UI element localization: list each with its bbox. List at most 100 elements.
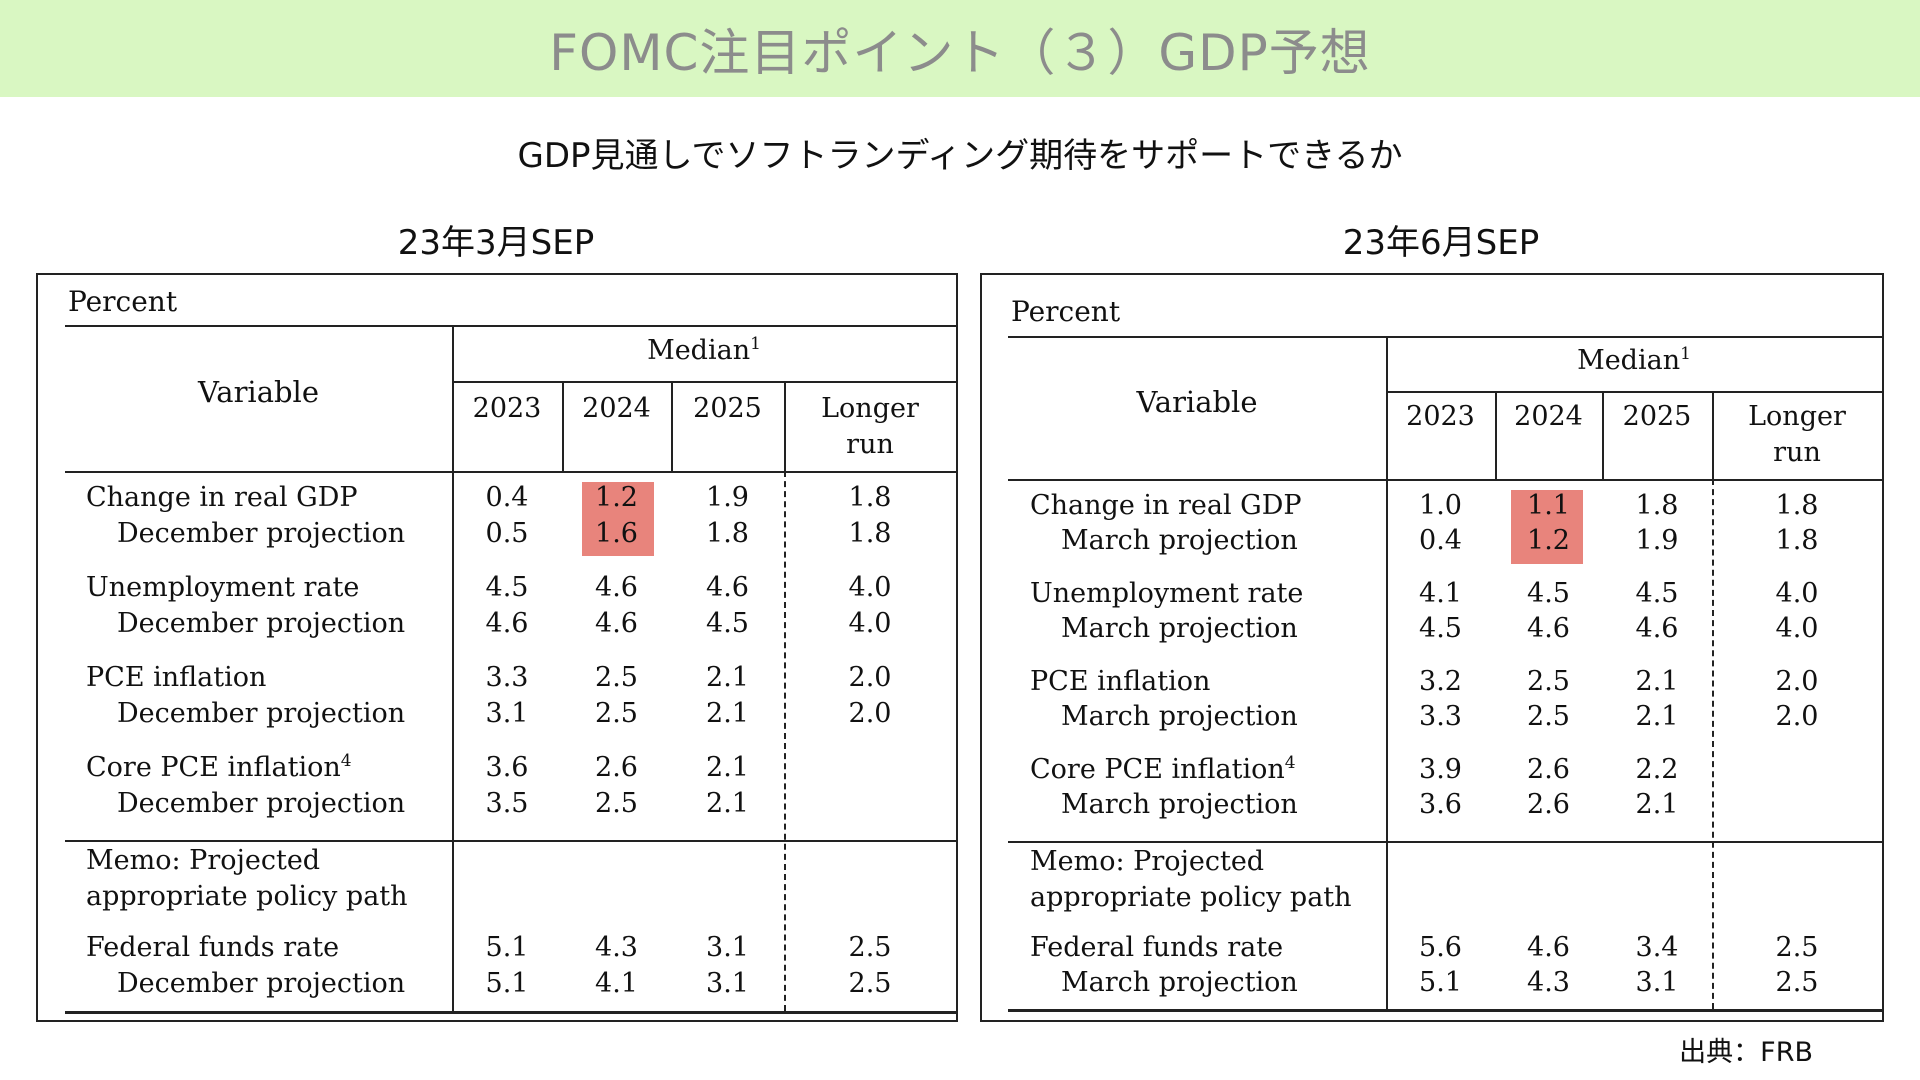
cell-value: 2.1	[706, 788, 749, 819]
year-divider-2	[671, 381, 673, 471]
memo-rule	[65, 840, 956, 842]
cell-value: 5.1	[485, 932, 529, 963]
variable-divider	[1386, 336, 1388, 1009]
cell-value: 3.1	[485, 698, 529, 729]
row-label: December projection	[117, 788, 405, 819]
row-label-text: Change in real GDP	[86, 482, 358, 513]
year-divider-1	[562, 381, 564, 471]
variable-divider	[452, 325, 454, 1011]
row-label-text: PCE inflation	[86, 662, 267, 693]
memo-rule	[1008, 841, 1882, 843]
cell-value: 1.6	[595, 518, 638, 549]
row-label-text: March projection	[1061, 613, 1298, 644]
bottom-rule	[1008, 1009, 1882, 1012]
page-subtitle: GDP見通しでソフトランディング期待をサポートできるか	[517, 136, 1403, 176]
cell-value: 0.4	[485, 482, 529, 513]
header-rule	[65, 471, 956, 473]
variable-header: Variable	[1136, 385, 1258, 419]
year-divider-3	[1712, 391, 1714, 479]
cell-value: 2.0	[1775, 666, 1819, 697]
cell-value: 2.5	[1527, 701, 1570, 732]
cell-value: 2.1	[1635, 789, 1679, 820]
page-title: FOMC注目ポイント（３）GDP予想	[549, 23, 1371, 82]
row-label-text: Change in real GDP	[1030, 490, 1302, 521]
median-footnote: 1	[750, 334, 761, 354]
row-label: Core PCE inflation4	[86, 752, 352, 783]
row-label: December projection	[117, 518, 405, 549]
cell-value: 5.6	[1419, 932, 1462, 963]
cell-value: 4.0	[1775, 578, 1819, 609]
cell-value: 4.6	[1635, 613, 1679, 644]
cell-value: 4.6	[706, 572, 749, 603]
cell-value: 2.6	[1527, 789, 1570, 820]
column-header-longer-run: run	[1773, 437, 1821, 468]
sep-table-march: Percent Variable Median1 2023 2024 2025 Longer…	[36, 273, 958, 1022]
median-footnote: 1	[1680, 344, 1691, 364]
median-header: Median1	[452, 335, 956, 366]
row-label: Change in real GDP	[86, 482, 358, 513]
memo-label-2: appropriate policy path	[86, 881, 408, 912]
cell-value: 2.5	[848, 932, 892, 963]
cell-value: 1.9	[1635, 525, 1679, 556]
row-label: Change in real GDP	[1030, 490, 1302, 521]
percent-label: Percent	[1011, 295, 1121, 328]
cell-value: 4.6	[485, 608, 529, 639]
cell-value: 2.1	[706, 752, 749, 783]
row-label: December projection	[117, 698, 405, 729]
row-label-text: December projection	[117, 698, 406, 729]
row-label-text: Core PCE inflation	[1030, 754, 1285, 785]
right-border-line	[956, 325, 958, 1011]
memo-label: Memo: Projected	[1030, 846, 1265, 877]
median-rule	[1386, 391, 1882, 393]
longer-run-dashed-divider	[1712, 479, 1714, 1009]
cell-value: 1.8	[1775, 490, 1819, 521]
cell-value: 1.1	[1527, 490, 1570, 521]
column-header-2: 2025	[693, 393, 762, 424]
cell-value: 2.5	[595, 698, 638, 729]
cell-value: 4.5	[1419, 613, 1462, 644]
row-label-text: Core PCE inflation	[86, 752, 341, 783]
cell-value: 4.0	[848, 572, 892, 603]
cell-value: 2.6	[595, 752, 638, 783]
cell-value: 4.5	[706, 608, 749, 639]
cell-value: 3.6	[1419, 789, 1462, 820]
cell-value: 1.2	[1527, 525, 1570, 556]
cell-value: 2.5	[1527, 666, 1570, 697]
ffr-row-label: Federal funds rate	[86, 932, 340, 963]
row-label-text: March projection	[1061, 525, 1298, 556]
cell-value: 2.5	[595, 662, 638, 693]
row-label-text: March projection	[1061, 701, 1298, 732]
highlight-2024-gdp	[1511, 490, 1583, 564]
cell-value: 3.3	[485, 662, 529, 693]
column-header-0: 2023	[472, 393, 542, 424]
cell-value: 2.5	[1775, 967, 1819, 998]
column-header-1: 2024	[1514, 401, 1583, 432]
cell-value: 2.5	[1775, 932, 1819, 963]
year-divider-3	[784, 381, 786, 471]
cell-value: 3.9	[1419, 754, 1462, 785]
median-rule	[452, 381, 956, 383]
median-text: Median	[647, 335, 751, 366]
column-header-0: 2023	[1406, 401, 1475, 432]
cell-value: 2.1	[706, 698, 749, 729]
cell-value: 1.8	[848, 482, 892, 513]
top-rule	[65, 325, 956, 327]
header-rule	[1008, 479, 1882, 481]
cell-value: 2.1	[1635, 701, 1679, 732]
row-label-text: Unemployment rate	[86, 572, 360, 603]
cell-value: 0.5	[485, 518, 529, 549]
cell-value: 3.6	[485, 752, 529, 783]
row-label: March projection	[1061, 525, 1298, 556]
cell-value: 3.3	[1419, 701, 1462, 732]
title-banner: FOMC注目ポイント（３）GDP予想	[0, 0, 1920, 97]
cell-value: 4.6	[1527, 613, 1570, 644]
median-header: Median1	[1386, 345, 1882, 376]
cell-value: 1.8	[1775, 525, 1819, 556]
cell-value: 2.0	[848, 698, 892, 729]
cell-value: 3.5	[485, 788, 529, 819]
cell-value: 4.0	[1775, 613, 1819, 644]
cell-value: 2.1	[706, 662, 749, 693]
column-header-3: Longer	[1748, 401, 1846, 432]
cell-value: 3.1	[706, 932, 749, 963]
column-header-1: 2024	[582, 393, 651, 424]
